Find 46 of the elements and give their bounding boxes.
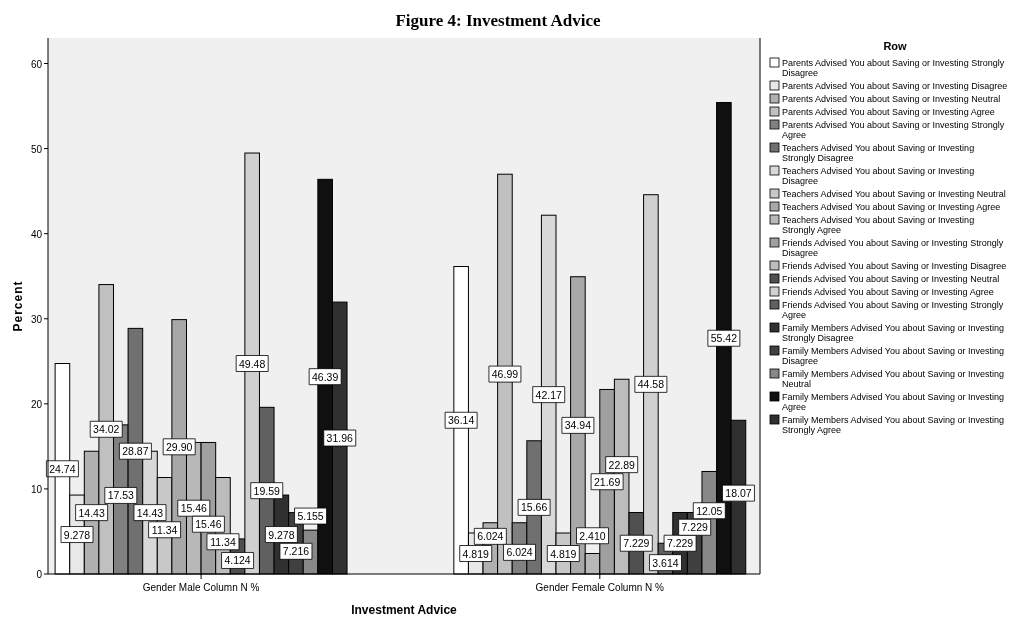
y-tick-label: 60	[30, 58, 43, 70]
data-label: 49.48	[239, 357, 266, 370]
legend-label: Parents Advised You about Saving or Investing Strongly Agree	[782, 120, 1005, 140]
legend-label: Teachers Advised You about Saving or Investing Neutral	[782, 189, 1006, 199]
legend-label: Friends Advised You about Saving or Investing Strongly Agree	[782, 300, 1004, 320]
data-label: 12.05	[696, 504, 723, 517]
y-tick-label: 30	[30, 313, 43, 325]
y-tick-label: 20	[30, 398, 43, 410]
legend-label: Teachers Advised You about Saving or Investing Disagree	[782, 166, 975, 186]
data-label: 11.34	[210, 535, 236, 548]
y-tick-label: 10	[30, 483, 43, 495]
chart-title: Figure 4: Investment Advice	[395, 11, 601, 30]
legend-label: Friends Advised You about Saving or Investing Disagree	[782, 261, 1007, 271]
y-tick-label: 40	[30, 228, 43, 240]
legend-label: Parents Advised You about Saving or Investing Disagree	[782, 81, 1008, 91]
data-label: 34.02	[93, 423, 120, 436]
legend-label: Teachers Advised You about Saving or Investing Strongly Agree	[782, 215, 975, 235]
data-label: 9.278	[268, 528, 295, 541]
legend-label: Parents Advised You about Saving or Investing Strongly Disagree	[782, 58, 1005, 78]
legend-label: Friends Advised You about Saving or Investing Neutral	[782, 274, 1000, 284]
data-label: 4.819	[550, 547, 577, 560]
y-tick-label: 50	[30, 143, 43, 155]
x-tick-label: Gender Male Column N %	[142, 582, 260, 593]
legend-label: Teachers Advised You about Saving or Investing Strongly Disagree	[782, 143, 975, 163]
legend-title: Row	[883, 40, 908, 52]
data-label: 6.024	[477, 530, 504, 543]
data-label: 22.89	[608, 458, 635, 471]
legend-label: Family Members Advised You about Saving or Investing Strongly Agree	[782, 415, 1005, 435]
data-label: 36.14	[448, 414, 475, 427]
data-label: 7.229	[681, 521, 708, 534]
legend-label: Teachers Advised You about Saving or Investing Agree	[782, 202, 1001, 212]
data-label: 7.229	[623, 537, 650, 550]
y-tick-label: 0	[36, 569, 43, 580]
data-label: 46.39	[312, 370, 339, 383]
legend-label: Family Members Advised You about Saving or Investing Strongly Disagree	[782, 323, 1005, 343]
data-label: 29.90	[166, 440, 193, 453]
y-axis-title: Percent	[11, 280, 25, 332]
legend-label: Parents Advised You about Saving or Investing Agree	[782, 107, 995, 117]
legend-label: Family Members Advised You about Saving or Investing Disagree	[782, 346, 1005, 366]
legend-label: Friends Advised You about Saving or Investing Strongly Disagree	[782, 238, 1004, 258]
x-tick-label: Gender Female Column N %	[535, 582, 665, 593]
legend-label: Family Members Advised You about Saving or Investing Neutral	[782, 369, 1005, 389]
legend-label: Family Members Advised You about Saving or Investing Agree	[782, 392, 1005, 412]
legend-label: Parents Advised You about Saving or Investing Neutral	[782, 94, 1001, 104]
legend-label: Friends Advised You about Saving or Investing Agree	[782, 287, 994, 297]
x-axis-title: Investment Advice	[351, 603, 458, 617]
